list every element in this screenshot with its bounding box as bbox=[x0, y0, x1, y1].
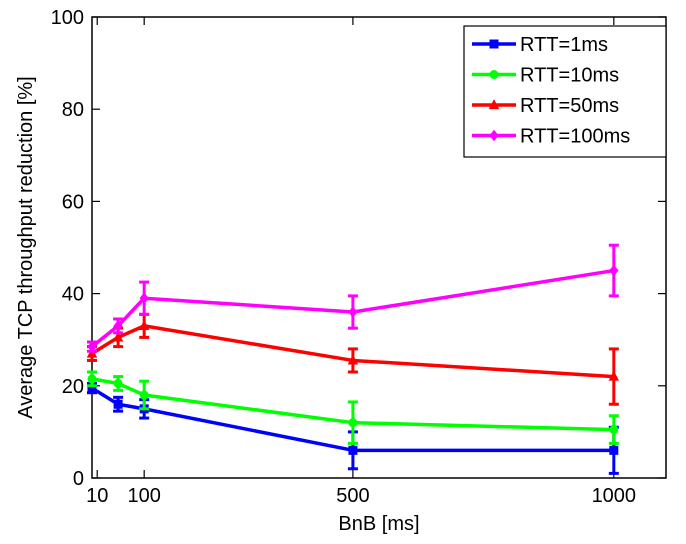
legend-item: RTT=100ms bbox=[472, 126, 630, 148]
legend: RTT=1ms RTT=10ms RTT=50ms RTT=100ms bbox=[463, 25, 667, 158]
data-point bbox=[348, 445, 358, 455]
data-point bbox=[113, 378, 123, 388]
data-point bbox=[113, 320, 123, 332]
legend-swatch-marker bbox=[488, 99, 500, 110]
data-point bbox=[113, 399, 123, 409]
axes: 0 20 40 60 80 100 10 100 500 1000 bbox=[51, 7, 666, 507]
y-tick-label: 80 bbox=[62, 99, 84, 121]
x-tick-label: 1000 bbox=[592, 485, 637, 507]
data-point bbox=[139, 292, 149, 305]
y-tick-label: 40 bbox=[62, 284, 84, 306]
data-point bbox=[608, 370, 620, 381]
y-tick-label: 0 bbox=[73, 468, 84, 490]
series-4 bbox=[87, 243, 619, 353]
y-tick-label: 60 bbox=[62, 191, 84, 213]
legend-item: RTT=1ms bbox=[472, 34, 608, 56]
data-point bbox=[138, 319, 150, 330]
data-point bbox=[86, 347, 98, 358]
y-axis-label: Average TCP throughput reduction [%] bbox=[15, 76, 37, 418]
legend-label: RTT=1ms bbox=[520, 34, 608, 56]
x-axis-label: BnB [ms] bbox=[338, 513, 419, 535]
data-point bbox=[348, 306, 358, 318]
y-tick-label: 20 bbox=[62, 376, 84, 398]
legend-label: RTT=100ms bbox=[520, 126, 630, 148]
legend-label: RTT=10ms bbox=[520, 65, 619, 87]
data-point bbox=[87, 340, 97, 353]
series-2 bbox=[87, 370, 619, 445]
legend-swatch-marker bbox=[489, 129, 499, 142]
series-layer bbox=[86, 243, 620, 475]
legend-item: RTT=50ms bbox=[472, 95, 619, 117]
legend-label: RTT=50ms bbox=[520, 95, 619, 117]
data-point bbox=[348, 418, 358, 428]
legend-swatch-marker bbox=[489, 70, 499, 79]
y-tick-label: 100 bbox=[51, 7, 84, 29]
data-point bbox=[609, 425, 619, 435]
series-3 bbox=[86, 312, 620, 406]
legend-swatch-marker bbox=[489, 39, 499, 49]
x-tick-label: 100 bbox=[127, 485, 160, 507]
x-tick-label: 500 bbox=[336, 485, 369, 507]
legend-item: RTT=10ms bbox=[472, 65, 619, 87]
data-point bbox=[87, 374, 97, 384]
data-point bbox=[112, 331, 124, 342]
data-point bbox=[609, 445, 619, 455]
data-point bbox=[609, 264, 619, 277]
data-point bbox=[347, 354, 359, 365]
data-point bbox=[139, 390, 149, 400]
x-tick-label: 10 bbox=[86, 485, 108, 507]
